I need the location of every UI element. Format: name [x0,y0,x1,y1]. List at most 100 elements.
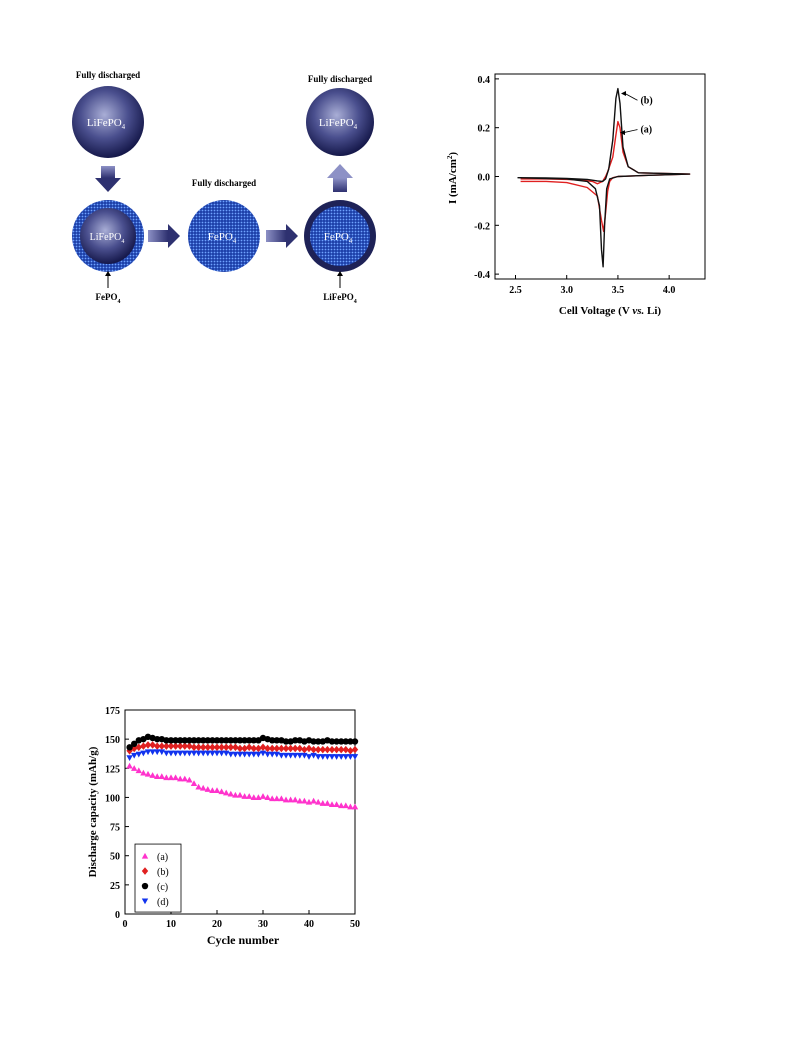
cycle-data-point [259,743,267,752]
cycle-data-point [232,751,239,758]
sphere-label-top-right: LiFePO4 [319,117,358,131]
cycle-data-point [227,737,234,744]
cycle-data-point [232,743,239,752]
cycle-data-point [338,754,345,760]
cycle-data-point [269,751,276,758]
cycle-data-point [200,784,207,791]
cycle-data-point [149,749,156,756]
label-top-left: Fully discharged [76,70,140,80]
cycle-data-point [347,738,354,745]
cycle-data-point [351,745,359,754]
cycle-data-point [167,774,175,781]
cycle-data-point [218,737,225,744]
cycle-data-point [140,742,147,750]
cv-y-axis-label: I (mA/cm2) [446,152,459,204]
cycle-legend-box [134,843,182,913]
cycle-data-point [181,737,188,744]
arrow-right-2 [266,224,298,248]
cycle-data-point [347,747,354,755]
cycle-data-point [218,788,225,795]
cycle-data-point [296,744,303,753]
cycle-data-point [209,737,216,744]
cycle-data-point [213,743,221,752]
cycle-data-point [241,751,248,758]
cycle-data-point [250,751,257,758]
sphere-lifepo4-top-left [72,86,144,158]
cycle-data-point [204,737,211,744]
cycle-data-point [241,793,248,799]
cycle-data-point [186,750,193,757]
cycle-chart: 0 10 20 30 40 50 0 25 50 75 100 125 150 175 (a) (b) (c) (… [87,706,360,947]
cv-annotation-arrowhead [619,130,625,136]
cycle-data-point [186,742,193,750]
cycle-data-point [236,751,244,758]
cycle-data-point [177,742,184,750]
cycle-legend-marker [141,852,149,859]
cycle-data-point [158,742,165,750]
cycle-data-point [310,797,317,804]
cycle-data-point [131,740,138,748]
cycle-data-point [135,751,142,758]
cycle-data-point [250,744,257,753]
cycle-x-tick-label: 50 [350,919,360,930]
cycle-data-point [287,796,294,803]
cycle-data-point [227,751,234,758]
cycle-data-point [213,750,221,757]
cycle-data-point [287,744,294,753]
cycle-y-tick-label: 75 [110,823,120,834]
cycle-data-point [223,737,230,744]
cycle-data-point [278,795,285,802]
cycle-data-point [305,798,313,805]
cv-chart: 2.5 3.0 3.5 4.0 0.4 0.2 0.0 -0.2 -0.4 (b) (a) Cell… [446,73,706,317]
cycle-y-tick-label: 25 [110,881,120,892]
cycle-y-tick-label: 125 [105,764,120,775]
cycle-y-tick-label: 0 [115,910,120,921]
cycle-data-point [347,754,354,760]
cycle-data-point [126,744,133,751]
cycle-data-point [172,737,179,744]
cycle-data-point [259,750,267,757]
cv-y-tick-label: -0.2 [474,221,490,232]
cycle-legend-marker [141,882,149,890]
sphere-label-top-left: LiFePO4 [87,117,126,131]
cycle-data-point [204,786,211,792]
cycle-data-point [305,744,313,753]
cycle-data-point [232,737,239,744]
cycle-data-point [200,737,207,744]
cycle-data-point [163,750,170,757]
label-middle: Fully discharged [192,178,256,188]
cycle-data-point [144,749,152,756]
cv-x-tick-label: 2.5 [509,285,522,296]
cycle-y-tick-label: 175 [105,706,120,717]
cycle-data-point [292,796,299,803]
cycle-data-point [278,752,285,759]
cycle-data-point [177,737,184,744]
cycle-data-point [282,738,290,745]
arrow-right-1 [148,224,180,248]
cycle-data-point [246,743,253,752]
cycle-data-point [172,750,179,757]
label-fepo4-bottom: FePO4 [96,292,121,305]
cycle-data-point [246,751,253,758]
cv-y-tick-label: 0.4 [478,75,491,86]
cycle-data-point [209,787,216,793]
cycle-data-point [301,752,308,759]
cycle-data-point [301,797,308,804]
cycle-data-point [135,767,142,774]
cycle-x-tick-label: 10 [166,919,176,930]
cv-x-tick-label: 3.0 [560,285,573,296]
cv-series-line [517,87,691,268]
cycle-data-point [181,742,188,750]
cycle-data-point [351,738,359,745]
cycle-data-point [154,735,161,743]
cycle-data-point [324,754,331,760]
cycle-data-point [287,752,294,759]
arrow-down [95,166,121,192]
arrow-up [327,164,353,192]
cycle-data-point [342,754,349,760]
cycle-data-point [342,745,349,754]
cycle-data-point [163,737,170,744]
cycle-data-point [328,738,336,745]
cycle-data-point [195,783,202,790]
cycle-data-point [338,802,345,809]
